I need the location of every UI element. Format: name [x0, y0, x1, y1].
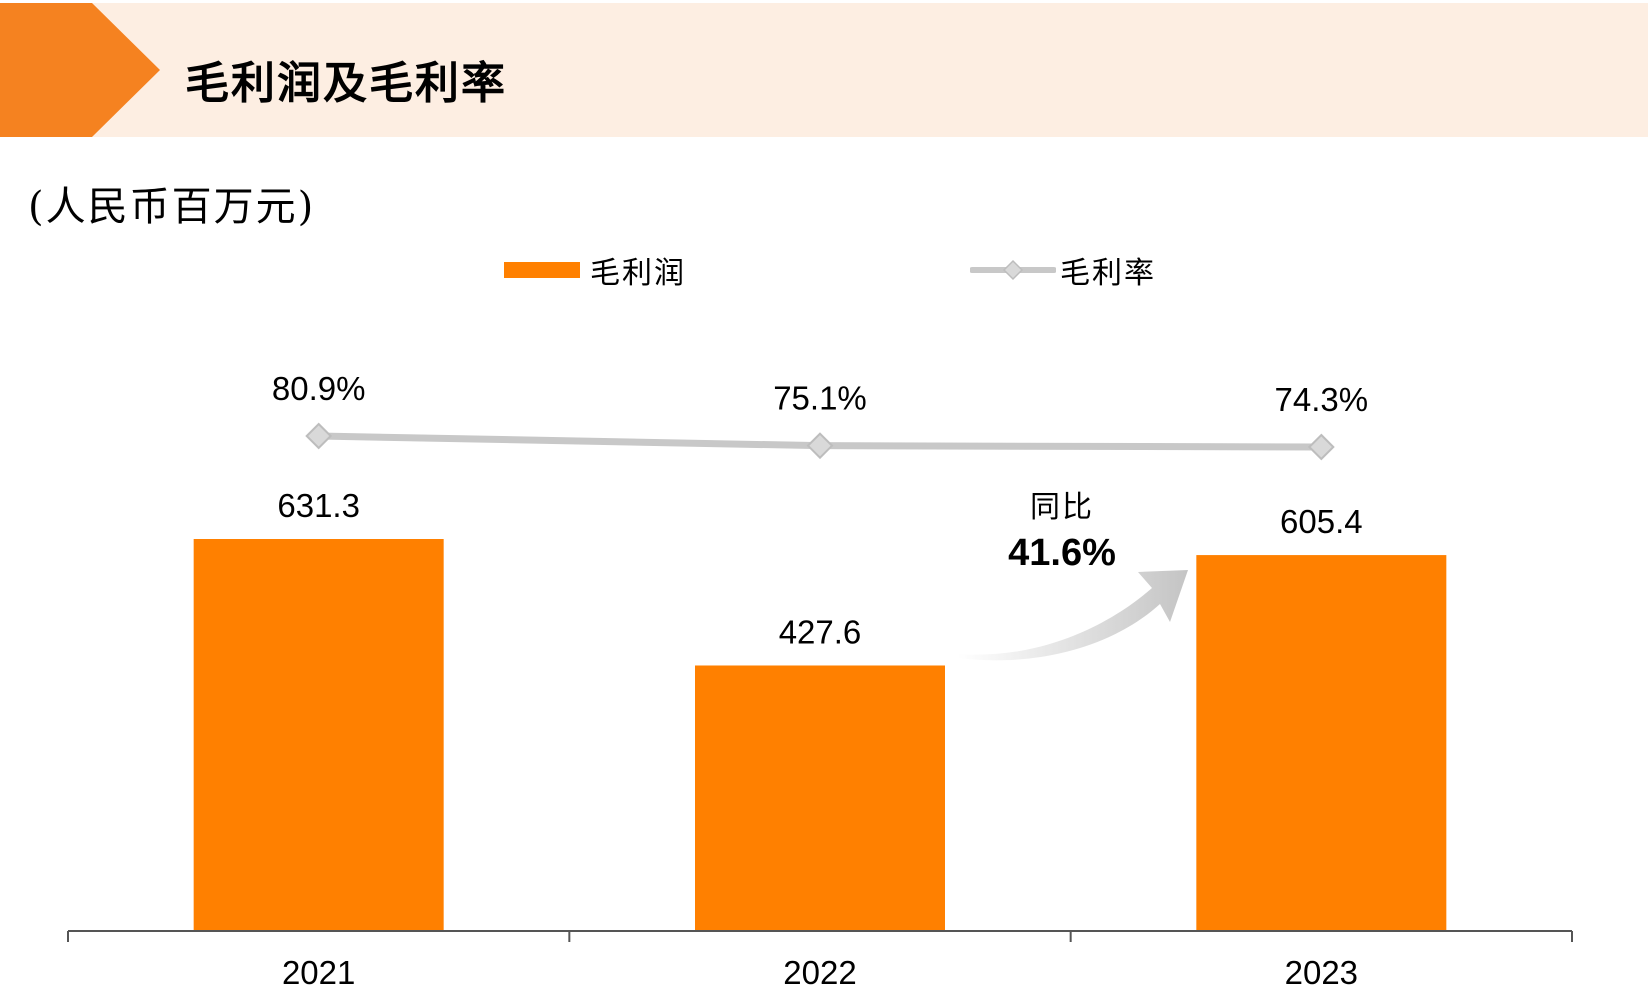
line-point-2021 — [305, 422, 333, 450]
legend-line-label: 毛利率 — [1060, 256, 1156, 291]
unit-label: (人民币百万元) — [28, 184, 316, 230]
legend-item-bar: 毛利润 — [504, 250, 686, 291]
yoy-value: 41.6% — [1008, 532, 1116, 574]
line-value-label: 75.1% — [773, 380, 867, 417]
legend-bar-swatch — [504, 262, 580, 278]
legend-bar-label: 毛利润 — [590, 256, 686, 291]
bar-value-label: 605.4 — [1280, 503, 1363, 540]
bar-value-label: 631.3 — [277, 487, 360, 524]
yoy-annotation: 同比 41.6% — [958, 490, 1188, 661]
line-value-label: 80.9% — [272, 370, 366, 407]
bar-2022 — [695, 665, 945, 931]
bar-2023 — [1196, 555, 1447, 931]
line-value-label: 74.3% — [1275, 381, 1369, 418]
yoy-label: 同比 — [1030, 490, 1094, 525]
legend: 毛利润 毛利率 — [0, 250, 1648, 291]
header-arrow-icon — [0, 3, 160, 137]
bar-value-label: 427.6 — [779, 613, 862, 650]
header-banner: 毛利润及毛利率 — [0, 3, 1648, 137]
line-point-2022 — [806, 432, 834, 460]
legend-line-swatch — [970, 259, 1056, 281]
bar-2021 — [193, 539, 444, 931]
page-title: 毛利润及毛利率 — [185, 58, 507, 109]
x-tick-label: 2023 — [1285, 954, 1358, 991]
x-tick-label: 2021 — [282, 954, 355, 991]
legend-item-line: 毛利率 — [970, 250, 1156, 291]
growth-arrow-icon — [958, 570, 1188, 661]
x-tick-label: 2022 — [783, 954, 856, 991]
line-point-2023 — [1307, 433, 1335, 461]
